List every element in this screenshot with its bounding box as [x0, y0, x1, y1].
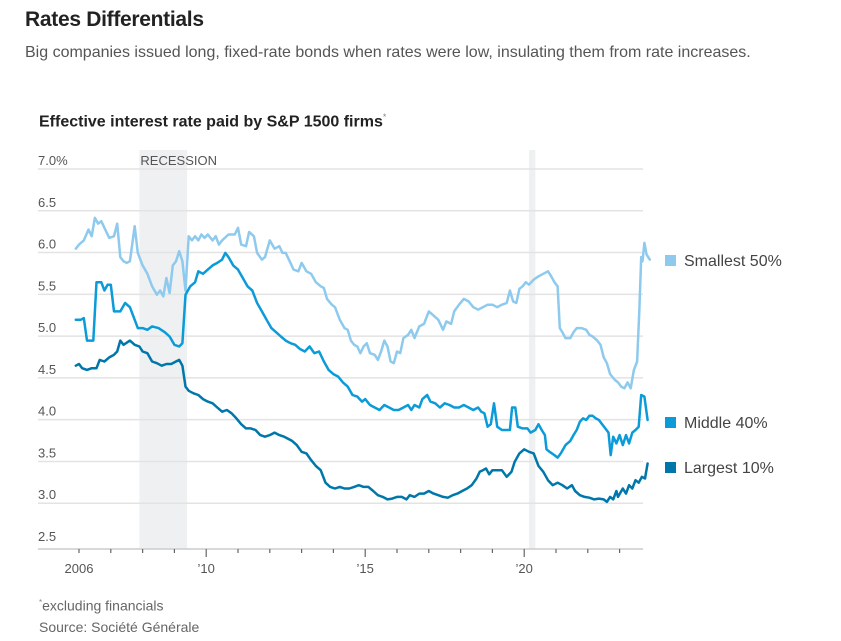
page-title: Rates Differentials: [25, 8, 204, 31]
x-axis: 2006 ’10 ’15 ’20: [38, 548, 643, 576]
legend-swatch: [665, 255, 676, 266]
y-tick-label: 2.5: [38, 529, 56, 544]
series-line-smallest-50-: [74, 216, 652, 390]
chart-title-text: Effective interest rate paid by S&P 1500…: [39, 113, 383, 131]
x-tick-label: 2006: [65, 561, 94, 576]
legend-item: Largest 10%: [665, 460, 774, 478]
x-tick-label: ’10: [198, 561, 215, 576]
chart-title-note-marker: *: [382, 112, 387, 122]
legend-item: Middle 40%: [665, 415, 768, 433]
legend-item: Smallest 50%: [665, 253, 782, 271]
y-tick-label: 6.0: [38, 237, 56, 252]
x-tick-label: ’15: [357, 561, 374, 576]
footnote-text: excluding financials: [42, 597, 164, 614]
legend-label: Smallest 50%: [684, 253, 782, 270]
shaded-recession-2020: [528, 150, 536, 549]
gridlines: [38, 168, 643, 504]
footnote: *excluding financials Source: Société Gé…: [39, 592, 199, 638]
source-text: Source: Société Générale: [39, 618, 200, 635]
legend-swatch: [665, 417, 676, 428]
legend-label: Middle 40%: [684, 415, 768, 432]
footnote-marker: *: [39, 598, 43, 607]
y-tick-label: 3.5: [38, 445, 56, 460]
series-line-largest-10-: [74, 339, 649, 504]
series-lines: [74, 216, 652, 504]
legend-label: Largest 10%: [684, 460, 774, 477]
page-subtitle: Big companies issued long, fixed-rate bo…: [25, 44, 751, 61]
recession-label: RECESSION: [140, 153, 217, 168]
legend-swatch: [665, 462, 676, 473]
shaded-periods: RECESSION: [139, 150, 536, 549]
y-tick-label: 5.5: [38, 278, 56, 293]
series-line-middle-40-: [74, 251, 649, 459]
y-tick-label: 3.0: [38, 487, 56, 502]
footnote-note: *excluding financials: [39, 592, 199, 617]
y-tick-label: 4.0: [38, 404, 56, 419]
x-tick-label: ’20: [516, 561, 533, 576]
y-tick-label: 5.0: [38, 320, 56, 335]
shaded-recession-2008: [139, 150, 188, 549]
y-axis: 7.0% 6.5 6.0 5.5 5.0 4.5 4.0 3.5 3.0 2.5: [38, 153, 68, 544]
chart-title: Effective interest rate paid by S&P 1500…: [39, 112, 386, 131]
y-tick-label: 4.5: [38, 362, 56, 377]
y-tick-label: 6.5: [38, 195, 56, 210]
y-tick-label: 7.0%: [38, 153, 68, 168]
